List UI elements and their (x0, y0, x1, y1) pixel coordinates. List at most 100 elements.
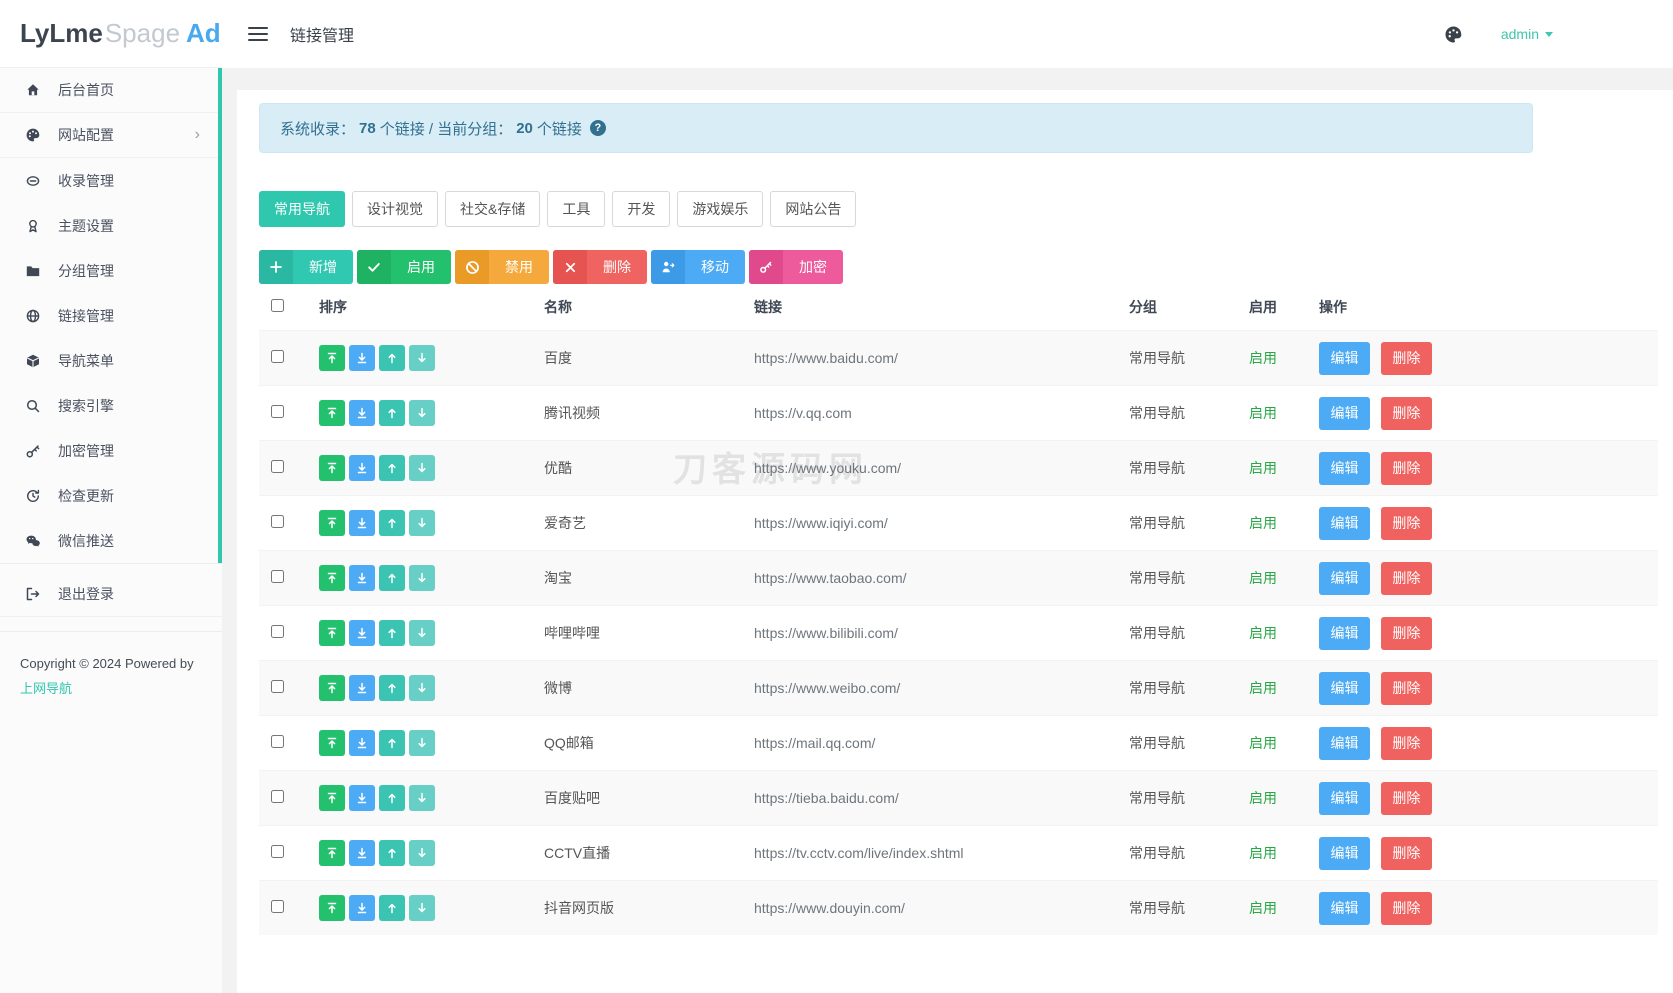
edit-button[interactable]: 编辑 (1319, 396, 1370, 430)
sidebar-item-theme[interactable]: 主题设置 (0, 203, 218, 248)
sidebar-item-dashboard[interactable]: 后台首页 (0, 68, 218, 113)
edit-button[interactable]: 编辑 (1319, 891, 1370, 925)
sidebar-item-search-engine[interactable]: 搜索引擎 (0, 383, 218, 428)
sort-down-button[interactable] (409, 730, 435, 756)
sort-to-bottom-button[interactable] (349, 620, 375, 646)
tab-tools[interactable]: 工具 (547, 191, 606, 227)
sidebar-item-collection[interactable]: 收录管理 (0, 158, 218, 203)
sort-up-button[interactable] (379, 510, 405, 536)
row-checkbox[interactable] (271, 460, 284, 473)
move-button[interactable]: 移动 (651, 250, 745, 284)
enable-button[interactable]: 启用 (357, 250, 451, 284)
delete-button[interactable]: 删除 (1380, 891, 1432, 925)
row-checkbox[interactable] (271, 625, 284, 638)
sort-to-bottom-button[interactable] (349, 345, 375, 371)
hamburger-icon[interactable] (248, 26, 268, 42)
sort-up-button[interactable] (379, 730, 405, 756)
sort-to-bottom-button[interactable] (349, 895, 375, 921)
delete-button[interactable]: 删除 (1380, 561, 1432, 595)
delete-button[interactable]: 删除 (1380, 616, 1432, 650)
sort-to-top-button[interactable] (319, 565, 345, 591)
theme-palette-button[interactable] (1444, 25, 1463, 44)
sidebar-item-logout[interactable]: 退出登录 (0, 572, 222, 617)
brand-logo[interactable]: LyLme Spage Admin (0, 0, 267, 68)
edit-button[interactable]: 编辑 (1319, 341, 1370, 375)
sort-up-button[interactable] (379, 620, 405, 646)
row-checkbox[interactable] (271, 845, 284, 858)
sidebar-item-groups[interactable]: 分组管理 (0, 248, 218, 293)
delete-button[interactable]: 删除 (1380, 341, 1432, 375)
delete-button[interactable]: 删除 (553, 250, 647, 284)
sort-up-button[interactable] (379, 565, 405, 591)
edit-button[interactable]: 编辑 (1319, 616, 1370, 650)
delete-button[interactable]: 删除 (1380, 726, 1432, 760)
delete-button[interactable]: 删除 (1380, 451, 1432, 485)
delete-button[interactable]: 删除 (1380, 396, 1432, 430)
sort-up-button[interactable] (379, 455, 405, 481)
sort-down-button[interactable] (409, 455, 435, 481)
sort-to-bottom-button[interactable] (349, 785, 375, 811)
delete-button[interactable]: 删除 (1380, 836, 1432, 870)
row-checkbox[interactable] (271, 405, 284, 418)
delete-button[interactable]: 删除 (1380, 671, 1432, 705)
sort-to-top-button[interactable] (319, 400, 345, 426)
sidebar-item-check-update[interactable]: 检查更新 (0, 473, 218, 518)
sort-to-top-button[interactable] (319, 895, 345, 921)
sort-down-button[interactable] (409, 895, 435, 921)
encrypt-button[interactable]: 加密 (749, 250, 843, 284)
sort-to-bottom-button[interactable] (349, 675, 375, 701)
user-dropdown[interactable]: admin (1501, 26, 1553, 42)
sort-to-top-button[interactable] (319, 510, 345, 536)
sort-to-bottom-button[interactable] (349, 455, 375, 481)
row-checkbox[interactable] (271, 900, 284, 913)
edit-button[interactable]: 编辑 (1319, 726, 1370, 760)
edit-button[interactable]: 编辑 (1319, 781, 1370, 815)
sort-up-button[interactable] (379, 895, 405, 921)
help-icon[interactable]: ? (589, 120, 606, 136)
sort-to-top-button[interactable] (319, 730, 345, 756)
sort-to-bottom-button[interactable] (349, 510, 375, 536)
edit-button[interactable]: 编辑 (1319, 451, 1370, 485)
edit-button[interactable]: 编辑 (1319, 671, 1370, 705)
tab-site-notice[interactable]: 网站公告 (770, 191, 857, 227)
tab-social-storage[interactable]: 社交&存储 (445, 191, 541, 227)
sort-to-top-button[interactable] (319, 675, 345, 701)
disable-button[interactable]: 禁用 (455, 250, 549, 284)
sort-down-button[interactable] (409, 840, 435, 866)
row-checkbox[interactable] (271, 680, 284, 693)
sidebar-item-nav-menu[interactable]: 导航菜单 (0, 338, 218, 383)
delete-button[interactable]: 删除 (1380, 781, 1432, 815)
sort-to-bottom-button[interactable] (349, 400, 375, 426)
sort-down-button[interactable] (409, 510, 435, 536)
sidebar-item-wechat-push[interactable]: 微信推送 (0, 518, 218, 563)
sort-to-top-button[interactable] (319, 840, 345, 866)
tab-common-nav[interactable]: 常用导航 (259, 191, 345, 227)
sidebar-item-encryption[interactable]: 加密管理 (0, 428, 218, 473)
select-all-checkbox[interactable] (271, 299, 284, 312)
add-button[interactable]: 新增 (259, 250, 353, 284)
edit-button[interactable]: 编辑 (1319, 561, 1370, 595)
sort-down-button[interactable] (409, 345, 435, 371)
tab-design-visual[interactable]: 设计视觉 (352, 191, 438, 227)
tab-dev[interactable]: 开发 (612, 191, 671, 227)
sort-up-button[interactable] (379, 345, 405, 371)
sort-to-top-button[interactable] (319, 785, 345, 811)
row-checkbox[interactable] (271, 570, 284, 583)
copyright-link[interactable]: 上网导航 (20, 681, 73, 696)
edit-button[interactable]: 编辑 (1319, 836, 1370, 870)
row-checkbox[interactable] (271, 350, 284, 363)
sidebar-item-links[interactable]: 链接管理 (0, 293, 218, 338)
sort-to-top-button[interactable] (319, 620, 345, 646)
sort-to-top-button[interactable] (319, 345, 345, 371)
sort-up-button[interactable] (379, 675, 405, 701)
sort-up-button[interactable] (379, 785, 405, 811)
sort-down-button[interactable] (409, 785, 435, 811)
sort-to-bottom-button[interactable] (349, 730, 375, 756)
sort-up-button[interactable] (379, 400, 405, 426)
sort-down-button[interactable] (409, 400, 435, 426)
sort-up-button[interactable] (379, 840, 405, 866)
row-checkbox[interactable] (271, 790, 284, 803)
delete-button[interactable]: 删除 (1380, 506, 1432, 540)
sort-down-button[interactable] (409, 565, 435, 591)
row-checkbox[interactable] (271, 515, 284, 528)
